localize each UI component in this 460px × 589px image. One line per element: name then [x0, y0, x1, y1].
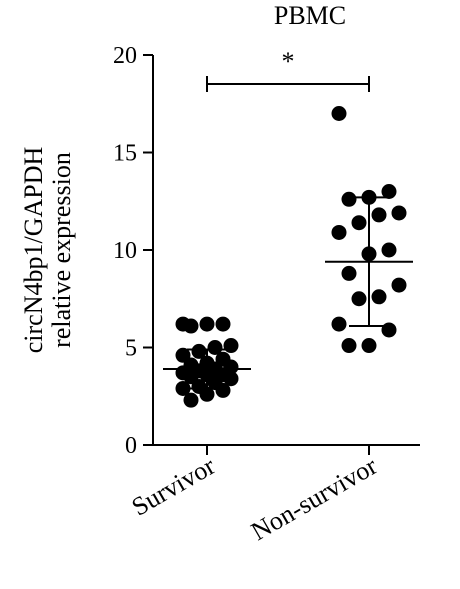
data-point: [183, 318, 199, 334]
y-tick-label: 0: [125, 433, 137, 459]
data-point: [391, 277, 407, 293]
data-point: [391, 205, 407, 221]
data-point: [351, 215, 367, 231]
data-point: [331, 106, 347, 121]
data-point: [341, 338, 357, 354]
data-point: [223, 338, 239, 354]
data-point: [331, 316, 347, 332]
data-point: [361, 338, 377, 354]
data-point: [381, 184, 397, 199]
data-point: [215, 382, 231, 398]
data-point: [191, 343, 207, 359]
y-axis-label: circN4bp1/GAPDH relative expression: [19, 147, 76, 354]
chart-title: PBMC: [274, 1, 346, 30]
y-tick-label: 5: [125, 336, 137, 362]
data-point: [207, 340, 223, 355]
data-point: [341, 265, 357, 281]
significance-bracket: [206, 76, 370, 92]
y-tick-label: 15: [113, 141, 137, 167]
data-point: [331, 224, 347, 240]
data-point: [183, 392, 199, 408]
data-point: [199, 386, 215, 402]
y-tick-label: 20: [113, 43, 137, 69]
significance-label: *: [282, 47, 295, 76]
data-point: [371, 207, 387, 223]
x-tick-label: Survivor: [127, 451, 221, 522]
data-point: [215, 316, 231, 332]
data-point: [223, 371, 239, 387]
y-label-line: relative expression: [47, 152, 76, 348]
data-point: [381, 242, 397, 258]
data-point: [175, 380, 191, 396]
y-label-line: circN4bp1/GAPDH: [19, 147, 48, 354]
data-point: [341, 191, 357, 207]
data-point: [371, 289, 387, 305]
data-point: [381, 322, 397, 338]
data-point: [351, 291, 367, 307]
y-tick-label: 10: [113, 238, 137, 264]
x-tick-label: Non-survivor: [246, 451, 382, 546]
data-point: [199, 316, 215, 332]
